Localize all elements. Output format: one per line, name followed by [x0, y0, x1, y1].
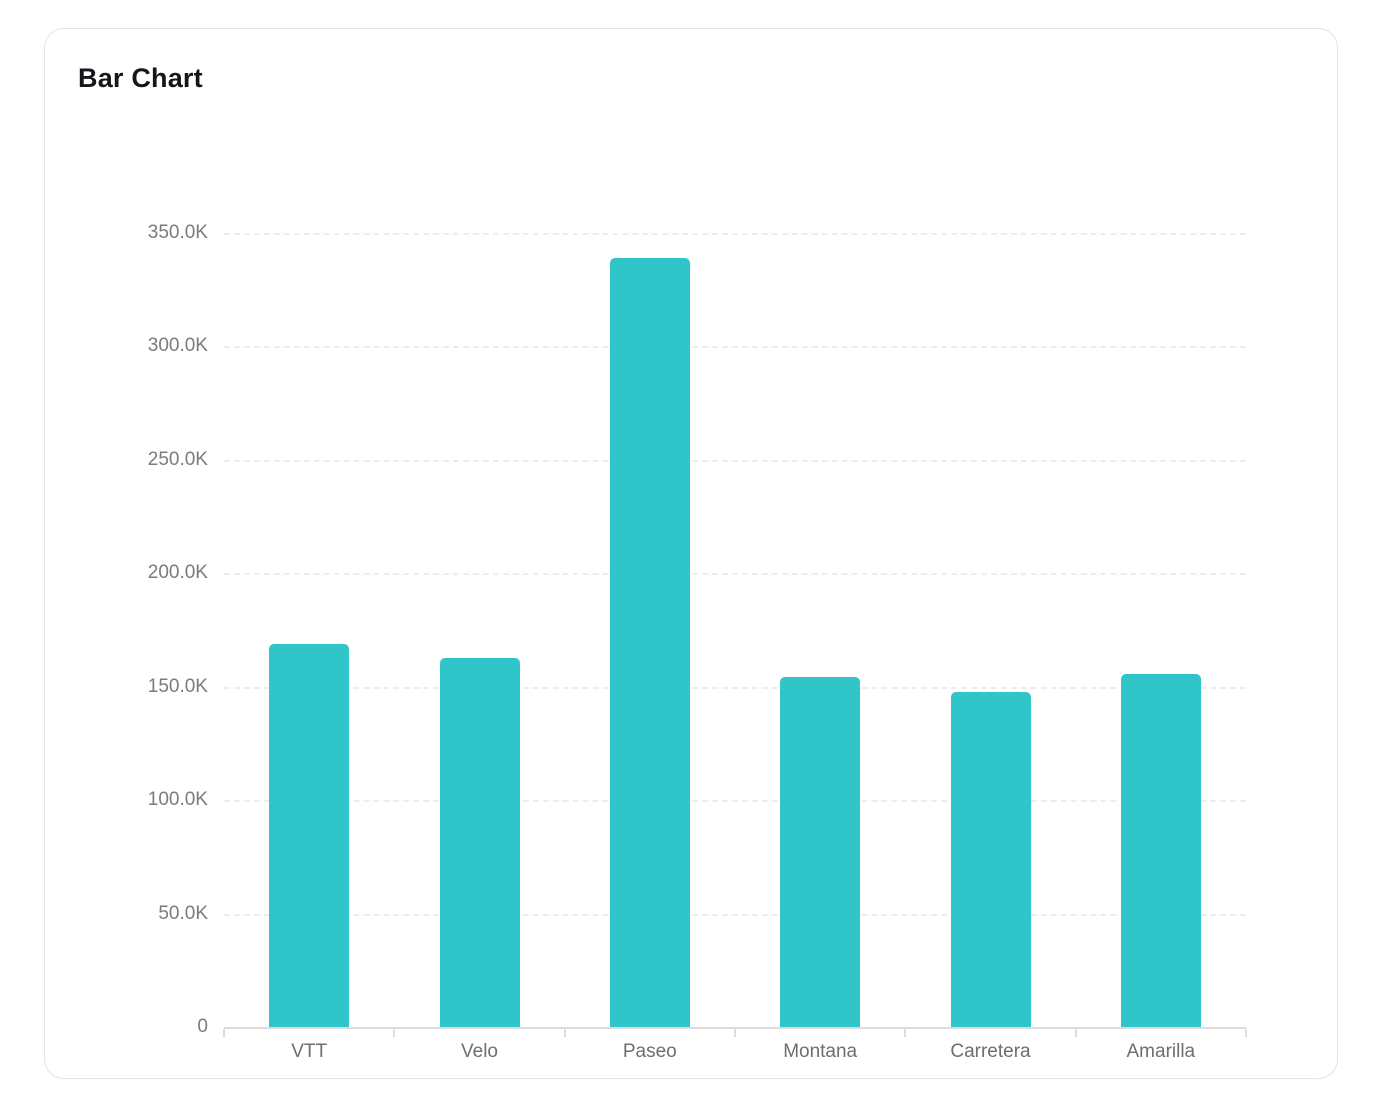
bar-chart-plot: 0 50.0K 100.0K 150.0K 200.0K 250.0K 300.0K 350.… — [45, 29, 1337, 1078]
x-tick-label: Montana — [783, 1041, 858, 1062]
y-tick-label: 350.0K — [147, 222, 208, 243]
y-tick-label: 150.0K — [147, 675, 208, 697]
x-axis-tick — [393, 1029, 396, 1037]
x-tick-label: Paseo — [622, 1041, 677, 1062]
gridline — [224, 346, 1246, 349]
gridline — [224, 573, 1246, 576]
x-axis-tick — [1074, 1029, 1077, 1037]
bar-carretera[interactable] — [950, 692, 1031, 1027]
bar-vtt[interactable] — [269, 643, 350, 1027]
y-tick-label: 300.0K — [147, 335, 208, 357]
y-tick-label: 100.0K — [147, 789, 208, 811]
y-tick-label: 250.0K — [147, 448, 208, 470]
bar-paseo[interactable] — [609, 257, 690, 1027]
x-axis-tick — [1245, 1029, 1247, 1037]
gridline — [224, 686, 1246, 689]
x-axis-tick — [223, 1029, 225, 1037]
x-axis-tick — [563, 1029, 566, 1037]
chart-card: Bar Chart 0 50.0K 100.0K 150.0K 200.0K 250.0K… — [44, 28, 1338, 1079]
bar-velo[interactable] — [439, 658, 520, 1027]
gridline — [224, 913, 1246, 916]
x-axis-tick — [904, 1029, 907, 1037]
gridline — [224, 233, 1246, 235]
bar-montana[interactable] — [780, 676, 861, 1027]
gridline — [224, 459, 1246, 462]
y-tick-label: 50.0K — [158, 902, 208, 924]
y-tick-label: 200.0K — [147, 562, 208, 584]
gridline — [224, 800, 1246, 803]
x-tick-label: Velo — [461, 1041, 498, 1062]
x-tick-label: VTT — [291, 1041, 328, 1062]
bar-amarilla[interactable] — [1120, 674, 1201, 1027]
y-tick-label: 0 — [197, 1016, 208, 1037]
x-axis-tick — [734, 1029, 736, 1037]
x-tick-label: Carretera — [950, 1041, 1031, 1062]
x-tick-label: Amarilla — [1126, 1041, 1196, 1062]
chart-title: Bar Chart — [78, 63, 203, 93]
x-axis-line — [224, 1027, 1246, 1029]
